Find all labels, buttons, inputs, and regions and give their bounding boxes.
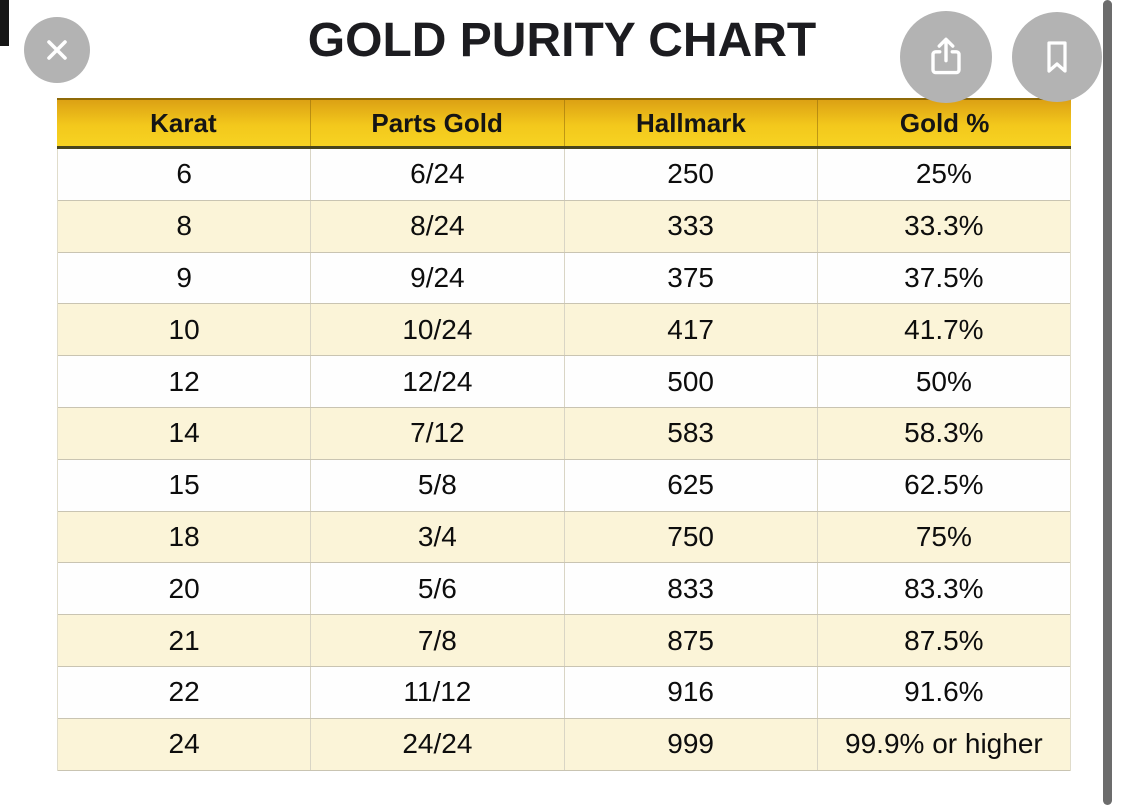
table-cell: 33.3% xyxy=(816,200,1070,252)
table-cell: 833 xyxy=(563,563,817,615)
table-cell: 583 xyxy=(563,407,817,459)
table-row: 22 11/12 916 91.6% xyxy=(58,666,1070,719)
table-row: 9 9/24 375 37.5% xyxy=(58,252,1070,305)
table-cell: 8 xyxy=(176,210,192,242)
table-cell: 21 xyxy=(168,624,200,656)
table-cell: 7/12 xyxy=(310,407,563,459)
table-row: 15 5/8 625 62.5% xyxy=(58,459,1070,512)
table-row: 8 8/24 333 33.3% xyxy=(58,200,1070,253)
table-row: 14 7/12 583 58.3% xyxy=(58,407,1070,460)
table-cell: 15 xyxy=(168,469,200,501)
vertical-scrollbar[interactable] xyxy=(1103,0,1112,805)
table-cell: 25% xyxy=(816,149,1070,200)
table-cell: 22 xyxy=(168,676,200,708)
table-cell: 58.3% xyxy=(816,407,1070,459)
table-row: 20 5/6 833 83.3% xyxy=(58,563,1070,616)
table-cell: 375 xyxy=(563,252,817,304)
close-button[interactable] xyxy=(24,17,90,83)
table-cell: 12/24 xyxy=(310,356,563,407)
table-cell: 87.5% xyxy=(816,615,1070,666)
bookmark-icon xyxy=(1032,32,1082,82)
share-button[interactable] xyxy=(900,11,992,103)
table-cell: 91.6% xyxy=(816,666,1070,718)
table-row: 18 3/4 750 75% xyxy=(58,511,1070,564)
table-cell: 62.5% xyxy=(816,459,1070,511)
table-row: 12 12/24 500 50% xyxy=(58,356,1070,408)
table-cell: 9 xyxy=(176,261,192,293)
table-cell: 750 xyxy=(563,511,817,563)
table-row: 6 6/24 250 25% xyxy=(58,149,1070,201)
table-cell: 83.3% xyxy=(816,563,1070,615)
column-header-karat: Karat xyxy=(150,107,217,138)
share-icon xyxy=(920,31,972,83)
table-cell: 6 xyxy=(176,158,192,190)
table-row: 21 7/8 875 87.5% xyxy=(58,615,1070,667)
bookmark-button[interactable] xyxy=(1012,12,1102,102)
column-header-parts-gold: Parts Gold xyxy=(309,100,564,146)
table-cell: 7/8 xyxy=(310,615,563,666)
table-cell: 18 xyxy=(168,520,200,552)
table-cell: 12 xyxy=(168,365,200,397)
table-cell: 875 xyxy=(563,615,817,666)
table-body: 6 6/24 250 25% 8 8/24 333 33.3% 9 9/24 375 37.5% 10 1… xyxy=(57,149,1071,771)
table-cell: 8/24 xyxy=(310,200,563,252)
table-cell: 50% xyxy=(816,356,1070,407)
column-header-hallmark: Hallmark xyxy=(563,100,818,146)
column-header-gold-pct: Gold % xyxy=(817,100,1071,146)
page-title: GOLD PURITY CHART xyxy=(307,14,817,67)
table-cell: 916 xyxy=(563,666,817,718)
table-row: 10 10/24 417 41.7% xyxy=(58,304,1070,357)
table-cell: 10 xyxy=(168,313,200,345)
table-cell: 250 xyxy=(563,149,817,200)
table-cell: 500 xyxy=(563,356,817,407)
table-cell: 3/4 xyxy=(310,511,563,563)
table-row: 24 24/24 999 99.9% or higher xyxy=(58,718,1070,771)
table-cell: 75% xyxy=(816,511,1070,563)
gold-purity-table: Karat Parts Gold Hallmark Gold % 6 6/24 25… xyxy=(57,98,1071,771)
table-cell: 5/8 xyxy=(310,459,563,511)
table-cell: 5/6 xyxy=(310,563,563,615)
table-cell: 417 xyxy=(563,304,817,356)
table-cell: 24 xyxy=(168,728,200,760)
table-cell: 99.9% or higher xyxy=(816,718,1070,770)
table-header-row: Karat Parts Gold Hallmark Gold % xyxy=(57,98,1071,149)
table-cell: 41.7% xyxy=(816,304,1070,356)
table-cell: 6/24 xyxy=(310,149,563,200)
table-cell: 14 xyxy=(168,417,200,449)
table-cell: 999 xyxy=(563,718,817,770)
table-cell: 37.5% xyxy=(816,252,1070,304)
table-cell: 11/12 xyxy=(310,666,563,718)
table-cell: 24/24 xyxy=(310,718,563,770)
table-cell: 10/24 xyxy=(310,304,563,356)
screen-corner-notch xyxy=(0,0,9,46)
table-cell: 20 xyxy=(168,572,200,604)
table-cell: 9/24 xyxy=(310,252,563,304)
table-cell: 333 xyxy=(563,200,817,252)
table-cell: 625 xyxy=(563,459,817,511)
close-icon xyxy=(37,30,77,70)
